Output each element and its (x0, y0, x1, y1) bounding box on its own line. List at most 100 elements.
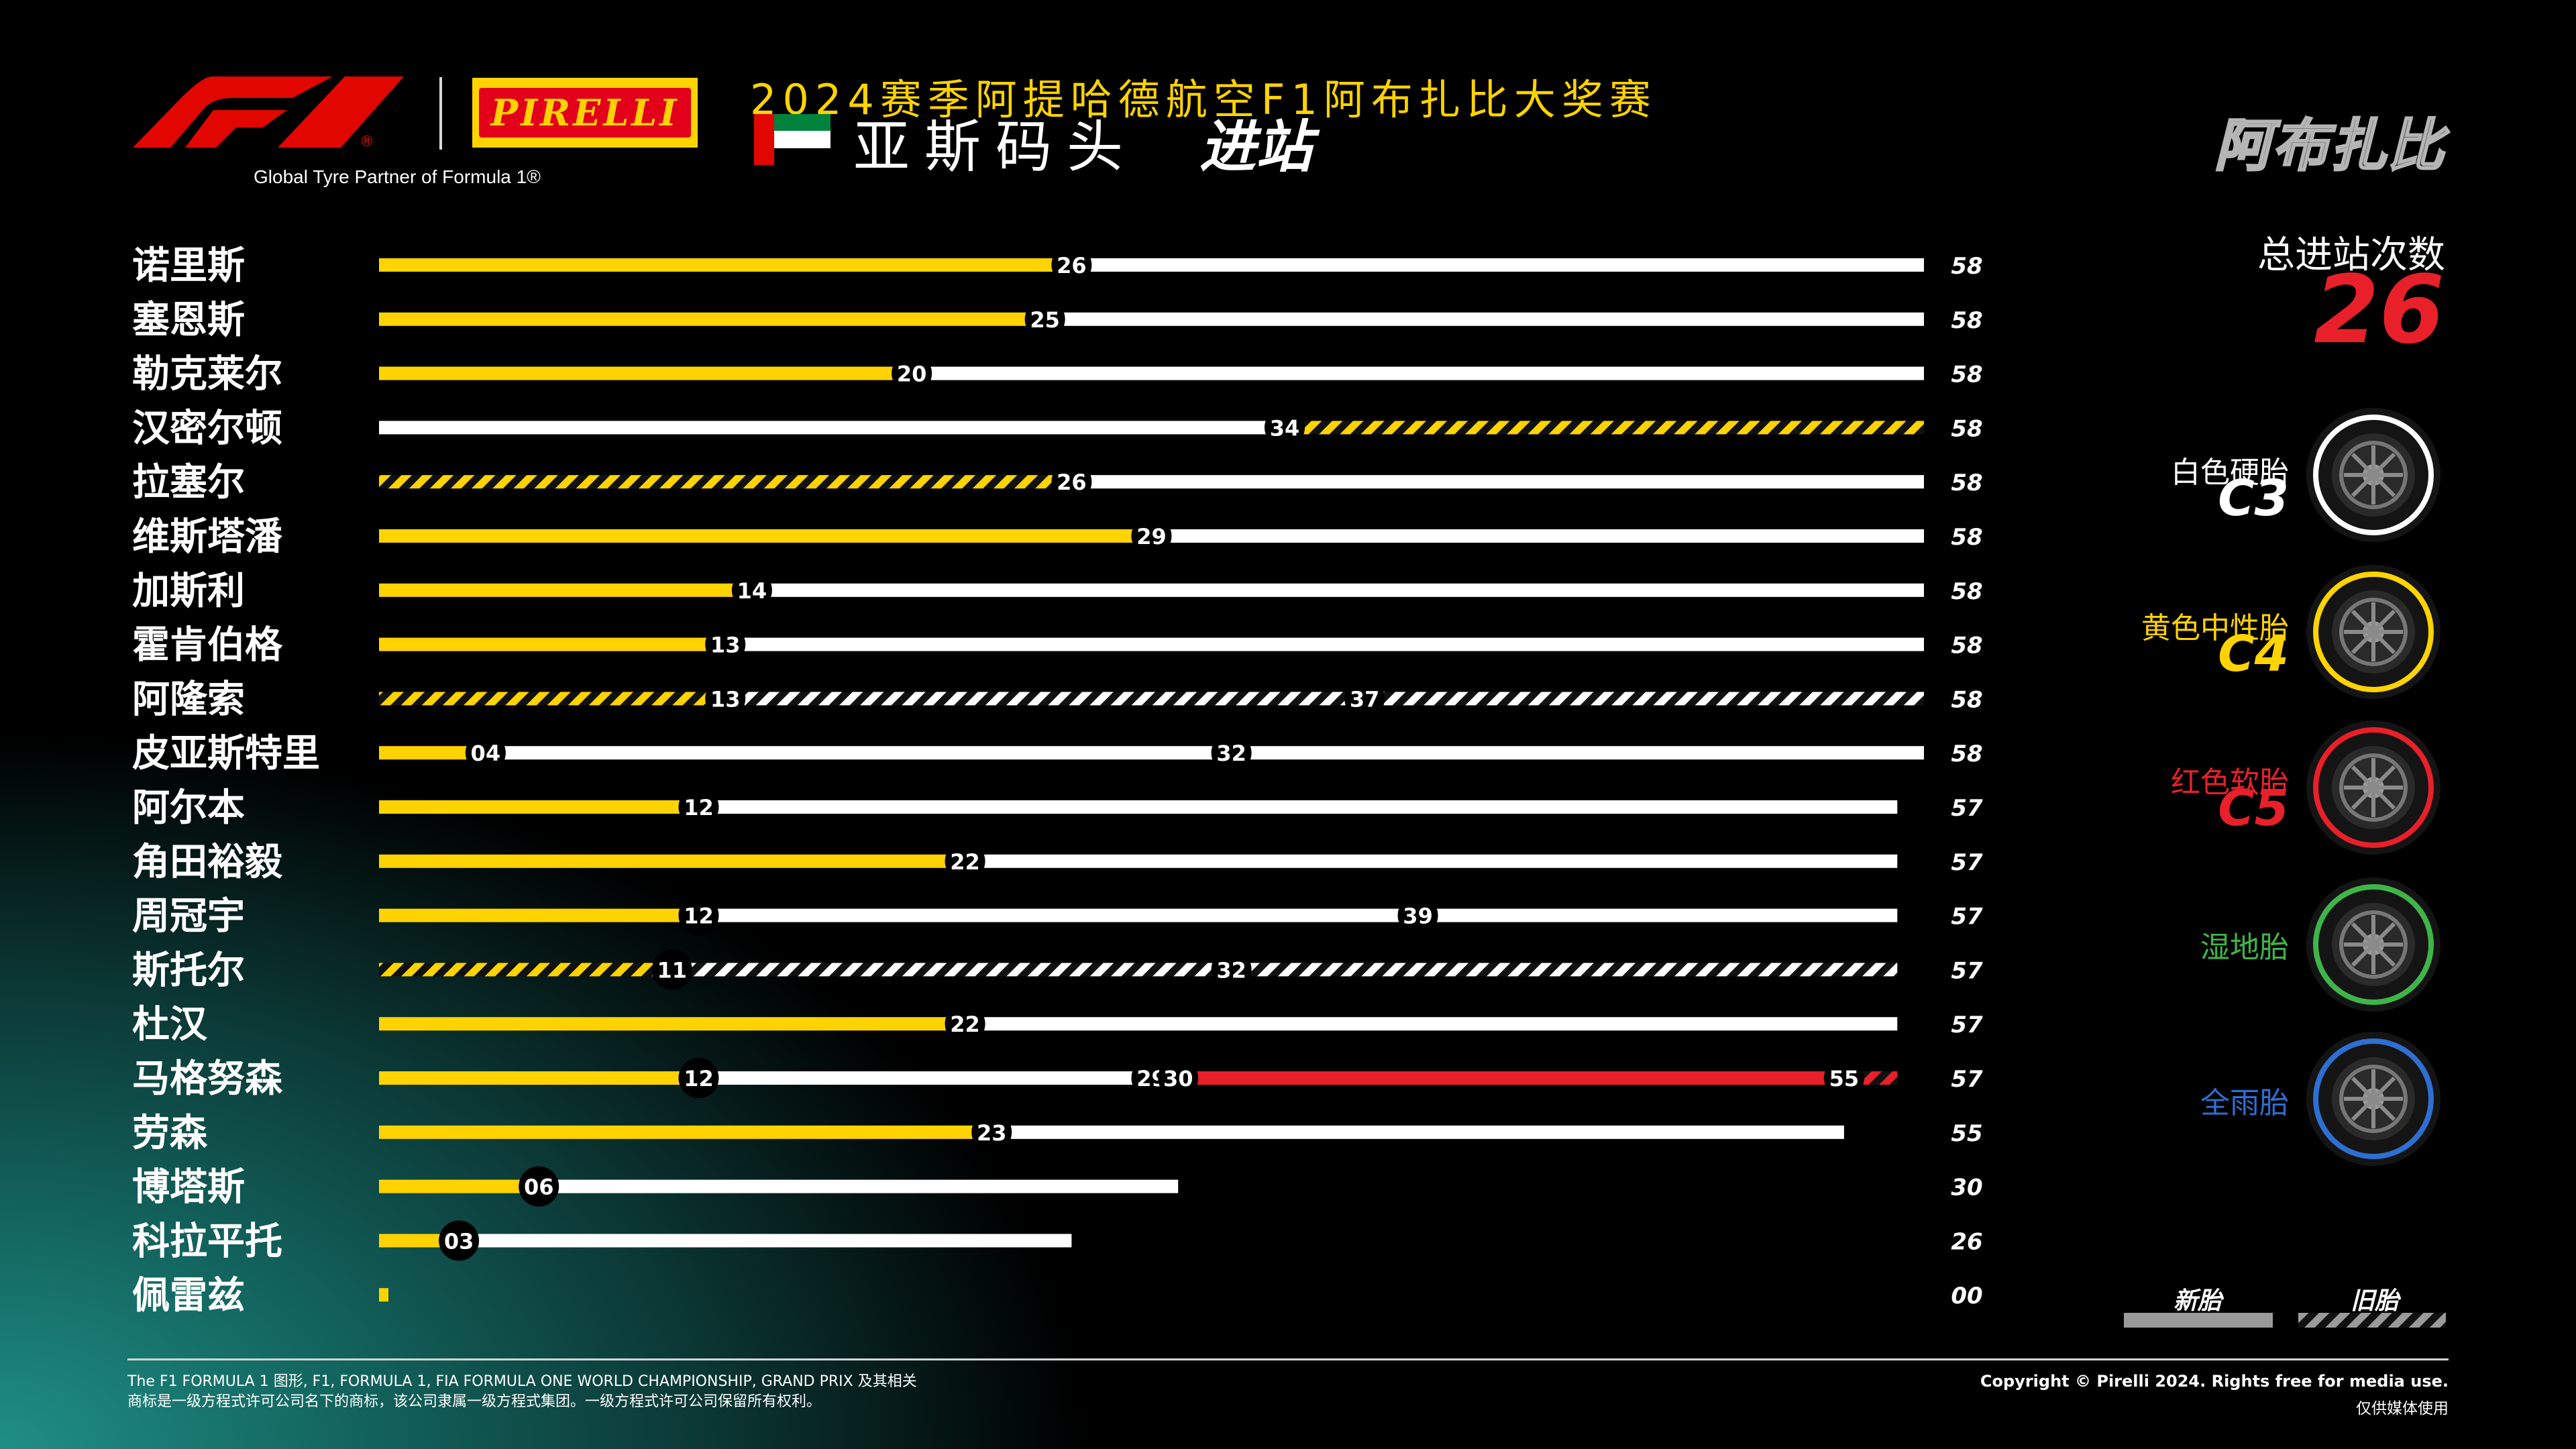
legend-new-swatch (2124, 1313, 2273, 1328)
pit-stop-marker (1158, 1058, 1199, 1098)
legal-line-2: 商标是一级方程式许可公司名下的商标，该公司隶属一级方程式集团。一级方程式许可公司… (127, 1393, 822, 1410)
medium-tyre-name: 黄色中性胎 (2141, 611, 2289, 645)
stint-bar-hard (698, 1071, 1152, 1085)
driver-row: 角田裕毅 22 57 (132, 841, 1983, 884)
stint-bar-hard (672, 963, 1232, 977)
laps-completed: 57 (1951, 849, 1983, 876)
driver-row: 霍肯伯格 13 58 (132, 624, 1983, 667)
driver-name: 汉密尔顿 (132, 407, 282, 450)
stint-bar-hard (991, 1125, 1844, 1139)
laps-completed: 57 (1951, 957, 1983, 984)
total-stops-value: 26 (2314, 256, 2445, 365)
stint-bar-medium (379, 1071, 699, 1085)
pit-stop-marker (705, 624, 746, 665)
pit-stop-lap: 30 (1163, 1066, 1193, 1091)
stint-bar-medium (379, 1234, 460, 1248)
laps-completed: 58 (1951, 741, 1982, 767)
driver-row: 皮亚斯特里 04 32 58 (132, 732, 1983, 775)
laps-completed: 57 (1951, 1066, 1983, 1093)
driver-row: 杜汉 22 57 (132, 1003, 1983, 1046)
pit-stop-marker (465, 733, 506, 773)
pit-stop-marker (1397, 895, 1438, 936)
pit-stop-lap: 12 (684, 1066, 714, 1091)
driver-name: 劳森 (132, 1112, 208, 1155)
pit-stop-marker (651, 949, 692, 990)
pit-stop-marker (731, 570, 772, 610)
laps-completed: 58 (1951, 307, 1982, 334)
pit-stop-lap: 26 (1057, 470, 1087, 495)
stint-bar-medium (379, 529, 1152, 543)
stint-bar-medium (379, 746, 486, 760)
driver-row: 拉塞尔 26 58 (132, 461, 1983, 504)
pit-stop-lap: 32 (1216, 957, 1246, 983)
driver-name: 加斯利 (132, 570, 245, 613)
hard-tyre-icon (2306, 408, 2440, 542)
intermediate-tyre-name: 湿地胎 (2200, 930, 2289, 965)
stint-bar-medium (379, 800, 699, 814)
pit-stop-lap: 23 (977, 1120, 1007, 1146)
circuit-name: 亚斯码头 (853, 114, 1138, 180)
stint-bar-medium (379, 963, 672, 977)
stint-bar-medium (379, 1125, 992, 1139)
stint-bar-hard (965, 854, 1898, 868)
pit-stop-marker (945, 1004, 985, 1044)
stint-bar-hard (965, 1017, 1898, 1031)
pit-stop-marker (971, 1112, 1012, 1152)
legend-used-label: 旧胎 (2351, 1287, 2400, 1315)
pit-stop-lap: 12 (684, 904, 714, 929)
driver-name: 皮亚斯特里 (132, 732, 320, 775)
pit-stop-lap: 29 (1136, 524, 1167, 549)
soft-tyre-name: 红色软胎 (2171, 765, 2289, 800)
laps-completed: 58 (1951, 362, 1982, 388)
pit-stop-lap: 11 (657, 957, 688, 983)
driver-name: 诺里斯 (132, 244, 245, 288)
driver-name: 塞恩斯 (132, 299, 245, 342)
pit-stop-lap: 03 (444, 1228, 474, 1254)
pit-stop-marker (678, 787, 719, 827)
driver-name: 阿尔本 (132, 786, 245, 830)
stint-bar-medium (379, 475, 1072, 489)
pit-stop-lap: 34 (1270, 415, 1300, 441)
uae-flag-icon (754, 114, 830, 165)
driver-row: 诺里斯 26 58 (132, 244, 1983, 288)
pit-stop-marker (1131, 516, 1172, 556)
stint-bar-medium (1285, 421, 1924, 435)
driver-name: 博塔斯 (132, 1166, 245, 1210)
stint-bar-hard (1417, 908, 1898, 922)
pit-stop-lap: 55 (1829, 1066, 1860, 1091)
driver-name: 拉塞尔 (132, 461, 245, 504)
pit-stop-lap: 04 (471, 741, 501, 766)
driver-name: 勒克莱尔 (132, 353, 282, 396)
pit-stop-marker (1024, 299, 1065, 339)
pirelli-wordmark: PIRELLI (479, 88, 691, 138)
stint-bar-hard (1151, 529, 1924, 543)
pit-stop-lap: 32 (1216, 741, 1246, 766)
hard-tyre-name: 白色硬胎 (2171, 455, 2289, 490)
pit-stop-lap: 12 (684, 795, 714, 820)
pirelli-logo: PIRELLI (472, 78, 698, 148)
pit-stop-lap: 22 (950, 849, 980, 875)
stint-bar-medium (379, 312, 1045, 326)
stint-bar-medium (379, 1179, 539, 1193)
pit-stop-marker (705, 678, 746, 719)
soft-tyre-icon (2306, 720, 2440, 855)
laps-completed: 55 (1951, 1120, 1982, 1147)
pit-stop-lap: 37 (1350, 686, 1380, 712)
laps-completed: 58 (1951, 524, 1982, 551)
stint-bar-hard (1231, 963, 1898, 977)
driver-name: 斯托尔 (132, 949, 245, 992)
driver-row: 博塔斯 06 30 (132, 1166, 1983, 1210)
pit-stop-lap: 26 (1057, 253, 1087, 278)
pit-stop-lap: 13 (710, 633, 741, 658)
stint-bar-hard (912, 366, 1924, 380)
pit-stop-marker (678, 895, 719, 936)
soft-tyre-code: C5 (2218, 780, 2289, 837)
stint-bar-hard (1044, 312, 1924, 326)
laps-completed: 57 (1951, 1012, 1983, 1038)
page-subtitle: 进站 (1199, 114, 1313, 180)
footer-divider (127, 1358, 2449, 1360)
pit-stop-marker (1211, 949, 1252, 990)
laps-completed: 58 (1951, 415, 1982, 442)
wet-tyre-name: 全雨胎 (2200, 1086, 2289, 1120)
